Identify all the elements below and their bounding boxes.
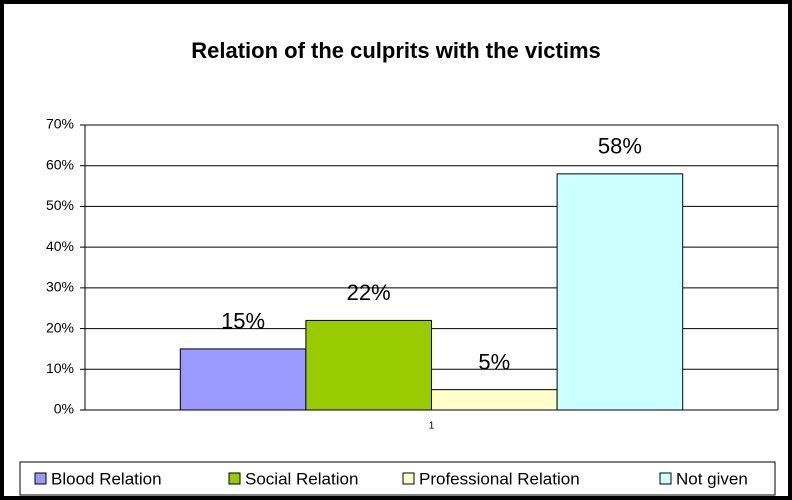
legend-swatch: [228, 472, 241, 485]
chart-title: Relation of the culprits with the victim…: [191, 38, 601, 63]
legend-label: Professional Relation: [419, 469, 580, 488]
bar: [179, 348, 307, 411]
legend-swatch: [659, 472, 672, 485]
y-tick-label: 20%: [46, 319, 74, 335]
y-tick-label: 50%: [46, 197, 74, 213]
y-tick-label: 30%: [46, 279, 74, 295]
legend-box: [19, 461, 776, 496]
data-label: 15%: [221, 309, 265, 334]
legend-swatch: [34, 472, 47, 485]
bar: [431, 389, 558, 411]
legend-label: Not given: [676, 469, 748, 488]
legend-label: Social Relation: [245, 469, 358, 488]
legend-label: Blood Relation: [51, 469, 162, 488]
y-tick-label: 70%: [46, 116, 74, 132]
bar: [556, 173, 684, 411]
x-tick-label: 1: [429, 421, 435, 432]
legend-swatch: [402, 472, 415, 485]
y-tick-label: 40%: [46, 238, 74, 254]
data-label: 58%: [598, 134, 642, 159]
data-label: 5%: [478, 349, 510, 374]
data-label: 22%: [347, 280, 391, 305]
y-tick-label: 0%: [54, 401, 74, 417]
y-tick-label: 60%: [46, 156, 74, 172]
y-tick-label: 10%: [46, 360, 74, 376]
bar: [305, 319, 432, 411]
